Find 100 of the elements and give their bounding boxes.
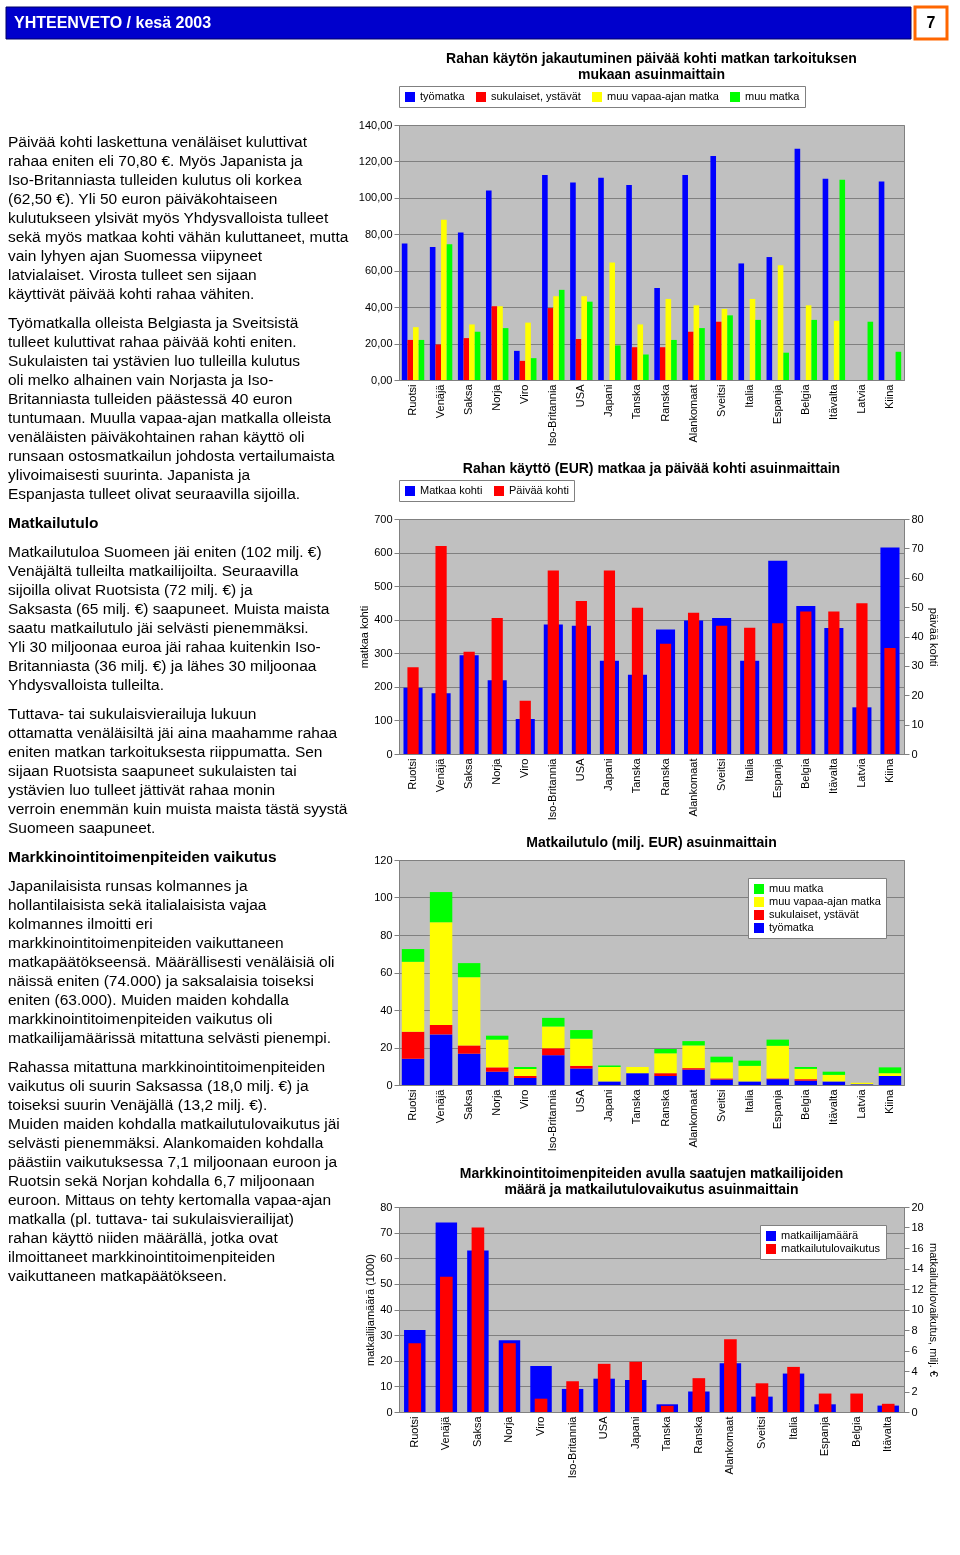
y2-tick-label: 16 <box>911 1241 924 1254</box>
bar <box>553 296 559 380</box>
x-tick-label: Saksa <box>462 757 475 790</box>
x-tick-label: Viro <box>534 1416 547 1436</box>
x-tick-label: Espanja <box>770 1088 783 1130</box>
y-tick-label: 120 <box>374 853 393 866</box>
bar <box>514 1068 537 1076</box>
x-tick-label: Ranska <box>658 757 671 796</box>
y-tick-label: 0 <box>386 747 393 760</box>
y2-tick-label: 80 <box>911 512 924 525</box>
y2-tick-label: 4 <box>911 1364 918 1377</box>
bar <box>766 1079 789 1085</box>
text: Rahassa mitattuna markkinointitoimenpiteiden vaikutus oli suurin Saksassa (18,0 milj. €) ja toiseksi suurin Venäjällä (13,2 milj. €). Muiden maiden kohdalla matkailutulovaikutus jäi selvästi pienemmäksi. Alankomaiden kohdalla päästiin vaikutuksessa 7,1 miljoonaan euroon ja Ruotsin sekä Norjan kohdalla 6,7 miljoonaan euroon. Mittaus on tehty kertomalla vapaa-ajan matkalla (pl. tuttava- tai sukulaisvierailijat) rahan käyttö niiden määrällä, jotka ovat ilmoittaneet markkinointitoimenpiteiden vaikuttaneen matkapäätökseen. <box>8 1058 340 1284</box>
bar <box>457 963 481 978</box>
y-tick-label: 600 <box>374 546 393 559</box>
bar <box>822 1074 846 1082</box>
x-tick-label: Itävalta <box>826 1088 839 1125</box>
bar <box>441 219 447 380</box>
bar <box>534 1398 548 1412</box>
x-tick-label: Japani <box>602 1089 615 1122</box>
bar <box>558 289 565 380</box>
x-tick-label: Espanja <box>818 1415 831 1457</box>
bar <box>738 1060 761 1066</box>
bar <box>794 1080 818 1085</box>
x-tick-label: Espanja <box>770 383 783 425</box>
bar <box>626 185 632 380</box>
bar <box>682 175 688 380</box>
x-tick-label: Venäjä <box>434 383 447 419</box>
y-tick-label: 700 <box>374 512 393 525</box>
x-tick-label: Japani <box>602 758 615 791</box>
y2-tick-label: 40 <box>911 630 924 642</box>
x-tick-label: USA <box>574 757 587 782</box>
y-tick-label: 300 <box>374 646 393 659</box>
text: 7 <box>926 14 936 31</box>
x-tick-label: USA <box>574 1088 587 1113</box>
y-tick-label: 80 <box>380 928 393 941</box>
bar <box>643 354 649 380</box>
bar <box>626 1067 649 1074</box>
bar <box>570 182 576 380</box>
bar <box>457 1053 481 1085</box>
bar <box>435 344 442 380</box>
y-tick-label: 100,00 <box>358 191 393 204</box>
x-tick-label: Italia <box>742 757 755 782</box>
bar <box>598 177 604 380</box>
y2-tick-label: 70 <box>911 541 924 554</box>
bar <box>581 296 587 380</box>
bar <box>413 327 419 380</box>
x-tick-label: Venäjä <box>434 757 447 793</box>
y2-tick-label: 30 <box>911 659 924 672</box>
bar <box>615 345 621 380</box>
y2-axis-title: päivää kohti <box>927 607 940 667</box>
x-tick-label: Tanska <box>630 1088 643 1125</box>
y2-tick-label: 10 <box>911 1303 924 1315</box>
x-tick-label: Itävalta <box>826 383 839 420</box>
x-tick-label: Tanska <box>630 383 643 420</box>
x-tick-label: Venäjä <box>434 1088 447 1124</box>
x-tick-label: Itävalta <box>881 1415 894 1452</box>
y2-tick-label: 20 <box>911 688 924 701</box>
x-tick-label: Saksa <box>470 1415 483 1448</box>
bar <box>485 190 492 380</box>
x-tick-label: Ruotsi <box>406 758 419 790</box>
x-tick-label: Belgia <box>798 757 811 790</box>
y-tick-label: 20 <box>380 1354 393 1367</box>
bar <box>850 1393 863 1412</box>
x-tick-label: Latvia <box>854 1088 867 1119</box>
bar <box>514 1077 537 1085</box>
bar <box>654 288 660 380</box>
chart-title: Rahan käyttö (EUR) matkaa ja päivää kohti asuinmaittain <box>462 459 841 476</box>
y-axis-title: matkailijamäärä (1000) <box>364 1254 377 1366</box>
legend-label: Päivää kohti <box>509 484 569 496</box>
bar <box>671 339 677 380</box>
x-tick-label: Latvia <box>854 757 867 788</box>
x-tick-label: Kiina <box>882 383 895 409</box>
text: Japanilaisista runsas kolmannes ja hollantilaisista sekä italialaisista vajaa kolmannes ilmoitti eri markkinointitoimenpiteiden vaikuttaneen matkapäätökseensä. Määrällisesti venäläisiä oli näissä eniten (74.000) ja saksalaisia toiseksi eniten (63.000). Muiden maiden kohdalla markkinointitoimenpiteiden vaikutus oli matkailijamäärissä mitattuna selvästi pienempi. <box>8 877 335 1046</box>
x-tick-label: USA <box>574 383 587 408</box>
y2-tick-label: 60 <box>911 571 924 584</box>
bar <box>878 1067 902 1074</box>
y-tick-label: 0,00 <box>371 373 393 386</box>
y-tick-label: 0 <box>386 1078 393 1091</box>
text: Matkailutuloa Suomeen jäi eniten (102 milj. €) Venäjältä tulleilta matkailijoilta. Seuraavilla sijoilla olivat Ruotsista (72 milj. €) ja Saksasta (65 milj. €) saapuneet. Muista maista saatu matkailutulo jäi selvästi pienemmäksi. Yli 30 miljoonaa euroa jäi rahaa kuitenkin Iso-Britanniasta (36 milj. €) ja lähes 30 miljoonaa Yhdysvalloista tulleilta. <box>8 543 330 693</box>
x-tick-label: Iso-Britannia <box>546 757 559 821</box>
bar <box>878 1073 902 1076</box>
y2-axis-title: matkailutulovaikutus, milj. € <box>927 1243 940 1377</box>
y2-tick-label: 10 <box>911 718 924 731</box>
legend-label: työmatka <box>769 921 815 933</box>
bar <box>570 1038 593 1066</box>
bar <box>738 263 745 380</box>
bar <box>429 1034 453 1085</box>
x-tick-label: Norja <box>490 1088 503 1116</box>
y-tick-label: 40 <box>380 1003 393 1016</box>
bar <box>401 1031 425 1059</box>
x-tick-label: Iso-Britannia <box>565 1415 578 1479</box>
bar <box>542 1017 565 1027</box>
x-tick-label: Venäjä <box>439 1415 452 1451</box>
bar <box>586 301 593 380</box>
x-tick-label: Sveitsi <box>714 1089 727 1122</box>
y2-tick-label: 50 <box>911 600 924 613</box>
x-tick-label: Itävalta <box>826 757 839 794</box>
bar <box>542 1048 565 1056</box>
y2-tick-label: 2 <box>911 1385 918 1397</box>
